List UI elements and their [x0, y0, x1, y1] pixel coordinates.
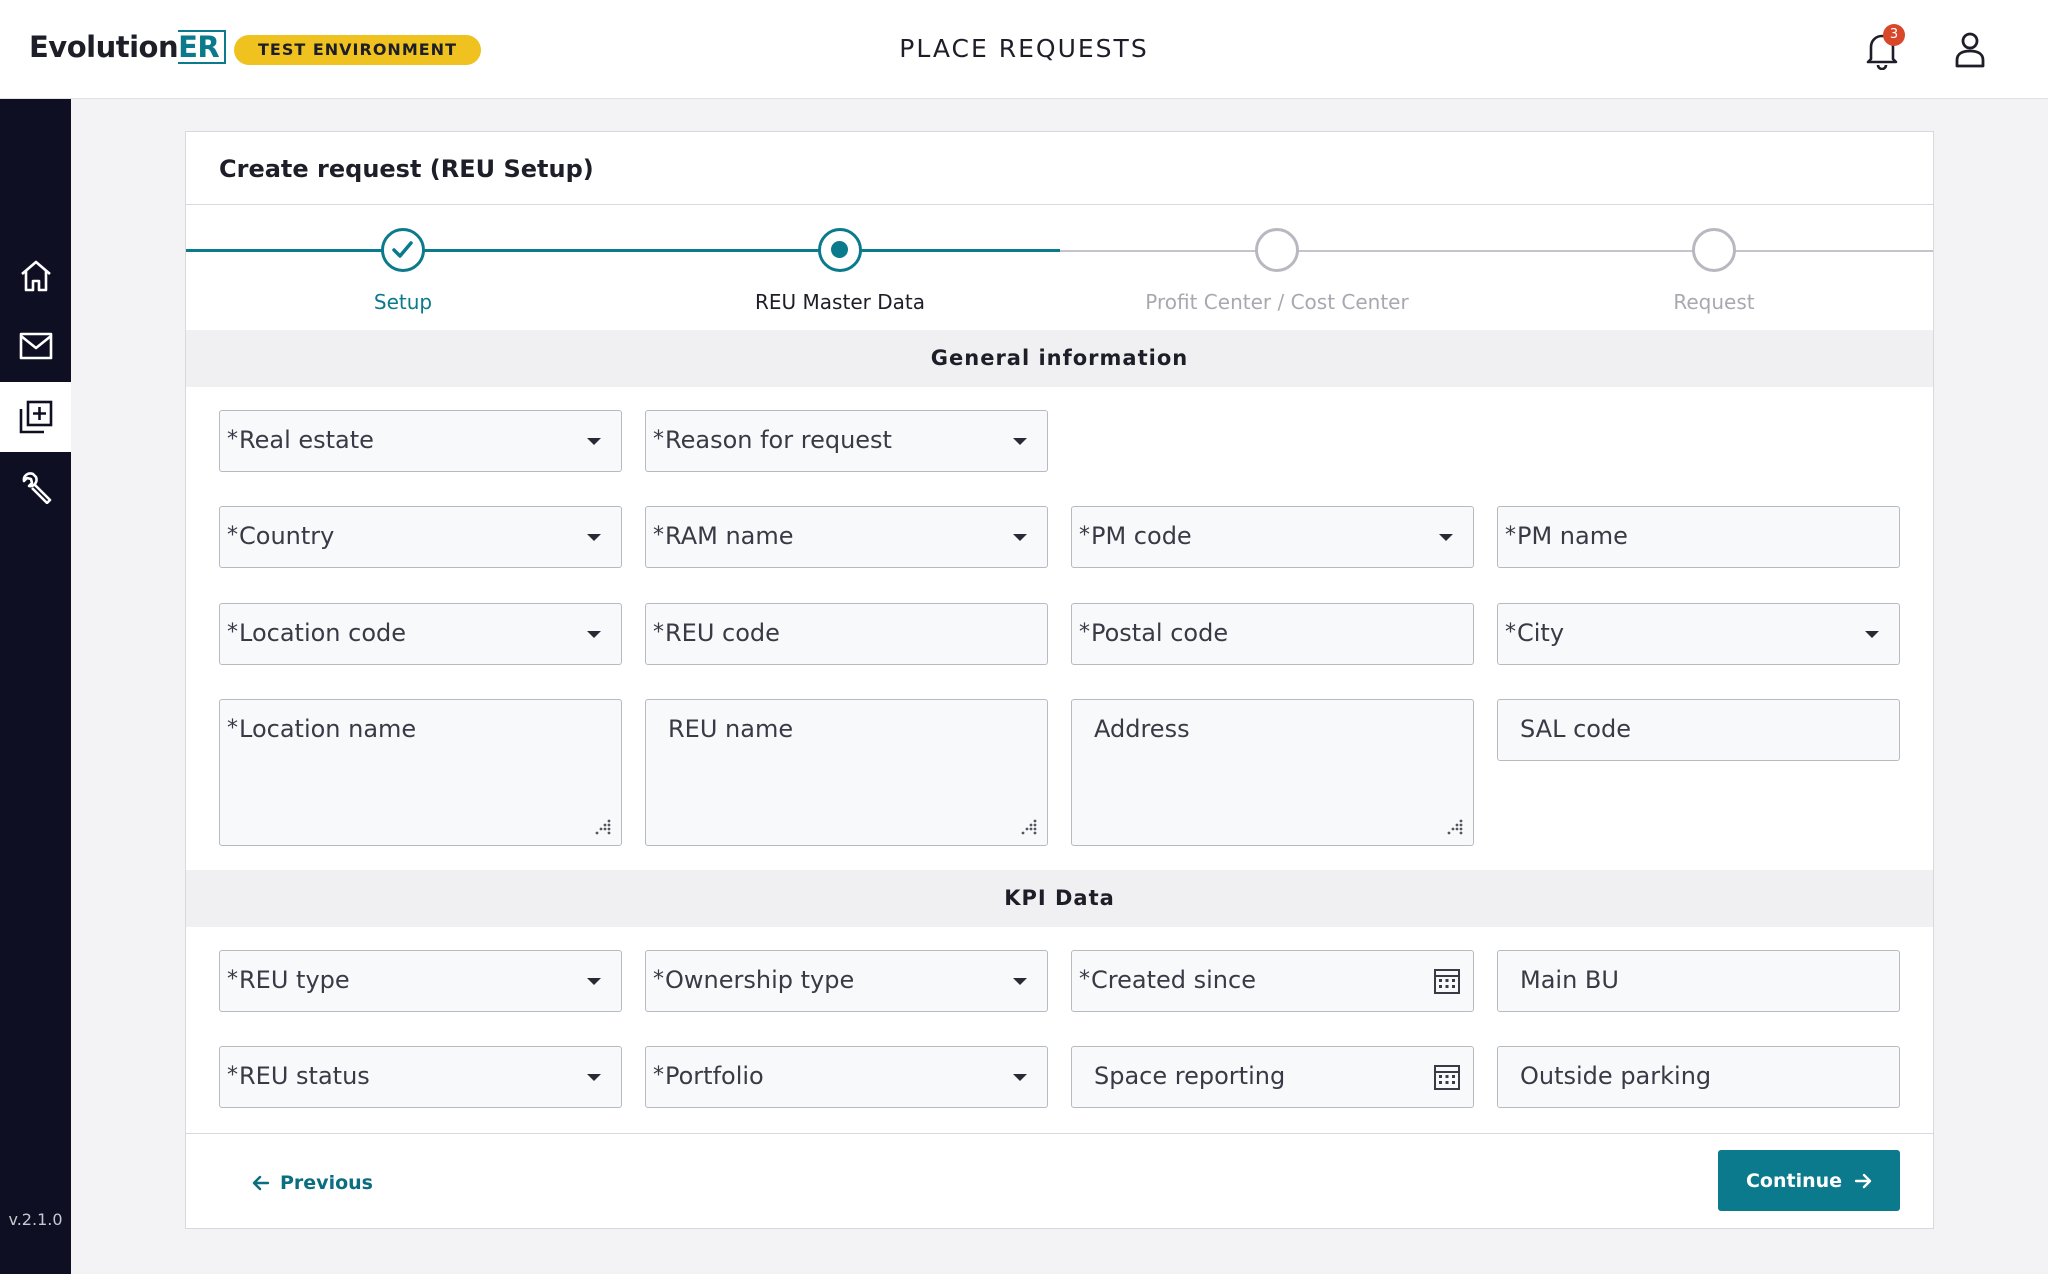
notification-count-badge: 3: [1883, 24, 1905, 46]
step-pending-indicator-icon[interactable]: [1692, 228, 1736, 272]
reu-code-field[interactable]: *REU code: [645, 603, 1048, 665]
address-textarea[interactable]: Address: [1071, 699, 1474, 846]
real-estate-select[interactable]: *Real estate: [219, 410, 622, 472]
chevron-down-icon: [1013, 438, 1027, 445]
environment-badge: TEST ENVIRONMENT: [234, 35, 481, 65]
chevron-down-icon: [587, 631, 601, 638]
logo-suffix-text: ER: [178, 30, 227, 64]
user-profile-icon[interactable]: [1952, 30, 1988, 70]
space-reporting-date-field[interactable]: Space reporting: [1071, 1046, 1474, 1108]
sidebar-item-home[interactable]: [0, 241, 71, 311]
chevron-down-icon: [1439, 534, 1453, 541]
sal-code-field[interactable]: SAL code: [1497, 699, 1900, 761]
card-footer-divider: [186, 1133, 1933, 1134]
calendar-icon[interactable]: [1433, 1063, 1461, 1091]
postal-code-field[interactable]: *Postal code: [1071, 603, 1474, 665]
reason-for-request-select[interactable]: *Reason for request: [645, 410, 1048, 472]
chevron-down-icon: [587, 978, 601, 985]
section-kpi-data: KPI Data: [186, 870, 1933, 927]
home-icon: [20, 260, 51, 292]
previous-button[interactable]: Previous: [252, 1168, 373, 1198]
step-pending-indicator-icon[interactable]: [1255, 228, 1299, 272]
chevron-down-icon: [1013, 534, 1027, 541]
arrow-left-icon: [252, 1175, 270, 1191]
chevron-down-icon: [587, 1074, 601, 1081]
step-setup-check-icon[interactable]: [381, 228, 425, 272]
stepper-remaining-line: [1060, 250, 1933, 252]
ownership-type-select[interactable]: *Ownership type: [645, 950, 1048, 1012]
reu-status-select[interactable]: *REU status: [219, 1046, 622, 1108]
reu-type-select[interactable]: *REU type: [219, 950, 622, 1012]
outside-parking-field[interactable]: Outside parking: [1497, 1046, 1900, 1108]
card-divider: [186, 204, 1933, 205]
chevron-down-icon: [1865, 631, 1879, 638]
sidebar-item-create-request[interactable]: [0, 382, 71, 452]
stepper-progress-line: [186, 249, 1060, 252]
sidebar-nav: v.2.1.0: [0, 99, 71, 1274]
reu-name-textarea[interactable]: REU name: [645, 699, 1048, 846]
chevron-down-icon: [587, 438, 601, 445]
chevron-down-icon: [587, 534, 601, 541]
country-select[interactable]: *Country: [219, 506, 622, 568]
continue-button-label: Continue: [1745, 1169, 1843, 1192]
card-title: Create request (REU Setup): [219, 155, 594, 183]
sidebar-item-messages[interactable]: [0, 311, 71, 381]
chevron-down-icon: [1013, 1074, 1027, 1081]
wrench-icon: [22, 472, 51, 504]
pm-code-select[interactable]: *PM code: [1071, 506, 1474, 568]
calendar-icon[interactable]: [1433, 967, 1461, 995]
resize-handle-icon[interactable]: [1446, 818, 1464, 836]
city-select[interactable]: *City: [1497, 603, 1900, 665]
sidebar-item-tools[interactable]: [0, 452, 71, 522]
step-label-setup[interactable]: Setup: [373, 290, 433, 314]
arrow-right-icon: [1854, 1173, 1872, 1188]
step-label-profit-center[interactable]: Profit Center / Cost Center: [1145, 290, 1409, 314]
pm-name-field[interactable]: *PM name: [1497, 506, 1900, 568]
app-logo[interactable]: Evolution ER: [29, 30, 227, 64]
location-name-textarea[interactable]: *Location name: [219, 699, 622, 846]
step-label-reu-master-data[interactable]: REU Master Data: [755, 290, 925, 314]
page-title: PLACE REQUESTS: [899, 34, 1149, 63]
portfolio-select[interactable]: *Portfolio: [645, 1046, 1048, 1108]
ram-name-select[interactable]: *RAM name: [645, 506, 1048, 568]
logo-main-text: Evolution: [29, 30, 179, 64]
created-since-date-field[interactable]: *Created since: [1071, 950, 1474, 1012]
location-code-select[interactable]: *Location code: [219, 603, 622, 665]
app-version: v.2.1.0: [8, 1210, 63, 1229]
create-request-card: Create request (REU Setup) Setup REU Mas…: [185, 131, 1934, 1229]
continue-button[interactable]: Continue: [1718, 1150, 1900, 1211]
resize-handle-icon[interactable]: [594, 818, 612, 836]
section-general-information: General information: [186, 330, 1933, 387]
main-bu-field[interactable]: Main BU: [1497, 950, 1900, 1012]
chevron-down-icon: [1013, 978, 1027, 985]
app-header: Evolution ER TEST ENVIRONMENT PLACE REQUE…: [0, 0, 2048, 99]
previous-button-label: Previous: [280, 1172, 373, 1194]
resize-handle-icon[interactable]: [1020, 818, 1038, 836]
mail-icon: [19, 332, 52, 360]
add-request-icon: [19, 400, 52, 434]
step-label-request[interactable]: Request: [1673, 290, 1755, 314]
step-current-indicator-icon[interactable]: [818, 228, 862, 272]
